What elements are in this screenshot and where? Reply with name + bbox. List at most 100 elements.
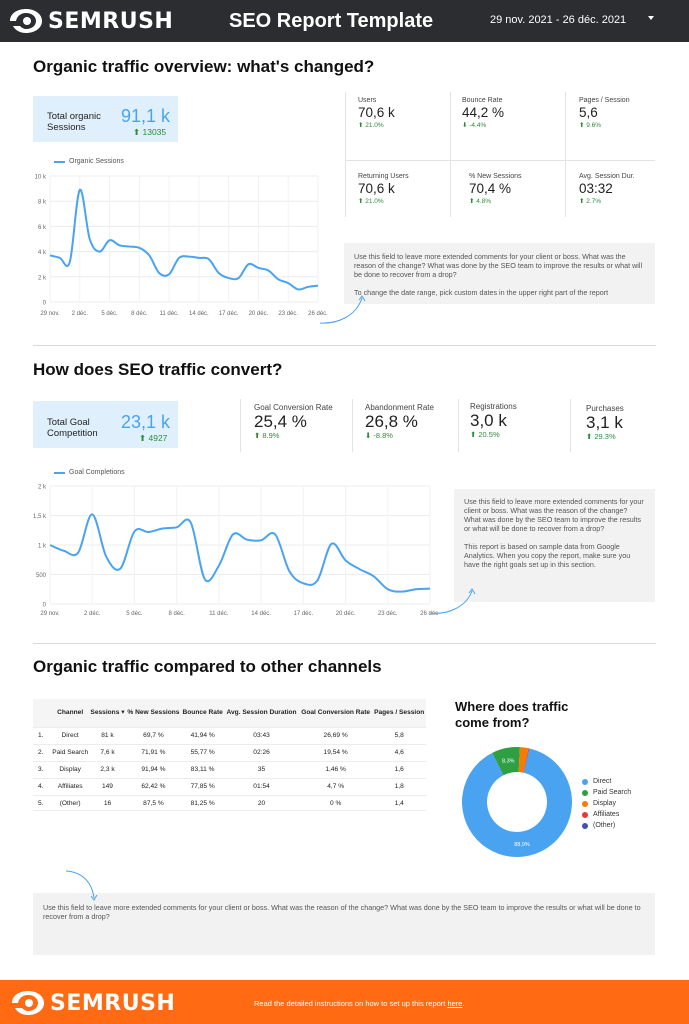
legend-item[interactable]: Paid Search xyxy=(582,787,631,798)
legend-dot-icon xyxy=(582,811,588,818)
legend-dot-icon xyxy=(582,778,588,785)
chevron-down-icon[interactable] xyxy=(648,16,654,20)
x-tick-label: 8 déc. xyxy=(168,611,185,617)
donut-slice[interactable] xyxy=(523,748,530,773)
table-header[interactable]: Bounce Rate xyxy=(181,699,225,727)
row-index: 4. xyxy=(33,777,51,795)
legend-label: Affiliates xyxy=(593,811,620,818)
comment-box[interactable]: Use this field to leave more extended co… xyxy=(344,243,655,304)
table-cell: 1,8 xyxy=(372,777,426,795)
metric-label: Returning Users xyxy=(358,173,409,180)
legend-label: Goal Completions xyxy=(69,469,125,476)
table-cell: 77,85 % xyxy=(181,777,225,795)
comment-box[interactable]: Use this field to leave more extended co… xyxy=(454,489,655,602)
row-index: 3. xyxy=(33,760,51,778)
legend-item[interactable]: (Other) xyxy=(582,820,631,831)
table-cell: 62,42 % xyxy=(125,777,182,795)
table-cell: Direct xyxy=(51,726,90,744)
total-value: 23,1 k xyxy=(121,412,171,432)
table-cell: Display xyxy=(51,760,90,778)
goal-completions-chart: 0 500 1 k 1,5 k 2 k 29 nov. 2 déc. 5 déc. 8 déc.… xyxy=(33,485,438,618)
footer-link[interactable]: here xyxy=(447,999,463,1008)
table-row[interactable]: 2. Paid Search 7,6 k 71,91 % 55,77 % 02:26 19,… xyxy=(33,743,426,761)
x-tick-label: 2 déc. xyxy=(72,311,89,317)
donut-slice[interactable] xyxy=(518,747,529,773)
table-header[interactable]: Channel xyxy=(51,699,90,727)
table-cell: 03:43 xyxy=(224,726,299,744)
table-header-row: Channel Sessions ▾ % New Sessions Bounce… xyxy=(33,699,426,727)
table-cell: 0 % xyxy=(298,794,373,812)
table-cell: 02:26 xyxy=(224,743,299,761)
x-tick-label: 11 déc. xyxy=(159,311,179,317)
semrush-logo: SEMRUSH xyxy=(8,8,173,34)
pie-title-line2: come from? xyxy=(455,715,530,730)
metric-label: % New Sessions xyxy=(469,173,522,180)
metric-value: 25,4 % xyxy=(254,412,307,431)
table-cell: 1,4 xyxy=(372,794,426,812)
total-label-line2: Competition xyxy=(47,428,98,439)
table-cell: 55,77 % xyxy=(181,743,225,761)
table-cell: (Other) xyxy=(51,794,90,812)
metric-value: 70,6 k xyxy=(358,105,395,120)
table-row[interactable]: 3. Display 2,3 k 91,94 % 83,11 % 35 1,46 % 1,6 xyxy=(33,760,426,778)
metric-value: 3,0 k xyxy=(470,411,507,430)
y-tick-label: 500 xyxy=(36,573,47,579)
table-header[interactable]: Avg. Session Duration xyxy=(224,699,299,727)
date-range-picker[interactable]: 29 nov. 2021 - 26 déc. 2021 xyxy=(490,14,627,26)
donut-data-label: 8,3% xyxy=(502,758,515,764)
metric-label: Bounce Rate xyxy=(462,97,503,104)
legend-item[interactable]: Direct xyxy=(582,776,631,787)
table-header[interactable]: % New Sessions xyxy=(125,699,182,727)
donut-slice[interactable] xyxy=(492,747,520,776)
table-cell: 87,5 % xyxy=(125,794,182,812)
legend-swatch xyxy=(54,471,65,474)
donut-slice[interactable] xyxy=(523,748,530,773)
table-cell: 26,69 % xyxy=(298,726,373,744)
table-cell: 4,7 % xyxy=(298,777,373,795)
x-tick-label: 2 déc. xyxy=(84,611,101,617)
comment-note: This report is based on sample data from… xyxy=(464,542,631,569)
total-label-line1: Total organic xyxy=(47,111,101,122)
table-cell: 69,7 % xyxy=(125,726,182,744)
legend-item[interactable]: Affiliates xyxy=(582,809,631,820)
metric-delta: ⬆ 4.8% xyxy=(469,198,492,205)
comment-box[interactable]: Use this field to leave more extended co… xyxy=(33,893,655,955)
x-tick-label: 14 déc. xyxy=(189,311,209,317)
table-cell: 35 xyxy=(224,760,299,778)
section-divider xyxy=(33,345,656,346)
total-label-line2: Sessions xyxy=(47,122,86,133)
metric-label: Goal Conversion Rate xyxy=(254,403,333,412)
table-header[interactable]: Goal Conversion Rate xyxy=(298,699,373,727)
metric-label: Users xyxy=(358,97,377,104)
legend-dot-icon xyxy=(582,789,588,796)
y-tick-label: 4 k xyxy=(38,250,47,256)
section-divider xyxy=(33,643,656,644)
legend-item[interactable]: Display xyxy=(582,798,631,809)
divider xyxy=(352,399,353,452)
table-header[interactable]: Pages / Session xyxy=(372,699,426,727)
organic-sessions-chart: 0 2 k 4 k 6 k 8 k 10 k 29 nov. 2 déc. 5 déc. 8 dé… xyxy=(35,175,328,318)
y-tick-label: 8 k xyxy=(38,200,47,206)
metric-delta: ⬆ 2.7% xyxy=(579,198,602,205)
channels-table: Channel Sessions ▾ % New Sessions Bounce… xyxy=(33,699,426,812)
divider xyxy=(345,160,655,161)
x-tick-label: 11 déc. xyxy=(209,611,229,617)
legend-label: Paid Search xyxy=(593,789,632,796)
table-cell: 7,6 k xyxy=(89,743,126,761)
table-row[interactable]: 4. Affiliates 149 62,42 % 77,85 % 01:54 4,7 % 1… xyxy=(33,777,426,795)
total-label-line1: Total Goal xyxy=(47,417,90,428)
table-row[interactable]: 1. Direct 81 k 69,7 % 41,94 % 03:43 26,69 % 5,8 xyxy=(33,726,426,744)
comment-text: Use this field to leave more extended co… xyxy=(464,497,644,533)
table-cell: 1,6 xyxy=(372,760,426,778)
table-cell: 19,54 % xyxy=(298,743,373,761)
table-header[interactable]: Sessions ▾ xyxy=(89,699,126,727)
arrow-icon xyxy=(319,295,366,324)
pie-title-line1: Where does traffic xyxy=(455,699,569,714)
legend-dot-icon xyxy=(582,822,588,829)
section-title-organic-overview: Organic traffic overview: what's changed… xyxy=(33,57,375,76)
metric-label: Registrations xyxy=(470,402,517,411)
table-row[interactable]: 5. (Other) 16 87,5 % 81,25 % 20 0 % 1,4 xyxy=(33,794,426,812)
donut-slice[interactable] xyxy=(462,748,572,857)
total-delta: ⬆ 13035 xyxy=(133,127,167,137)
x-tick-label: 23 déc. xyxy=(278,311,298,317)
